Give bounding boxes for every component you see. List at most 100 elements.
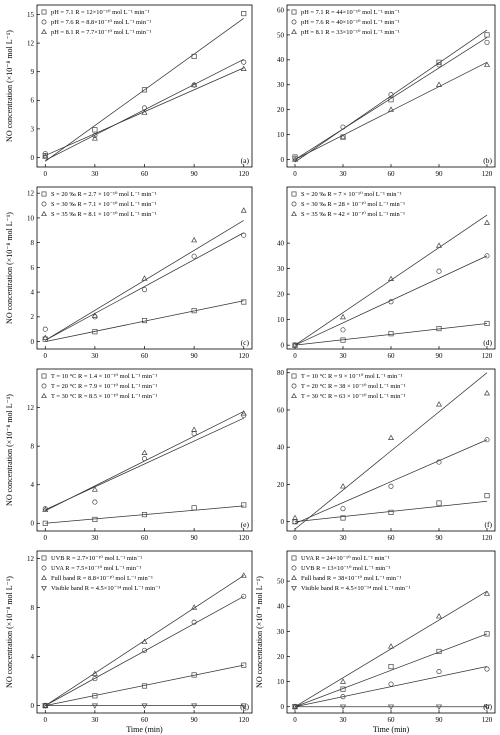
y-tick-label: 10 <box>277 131 285 139</box>
data-point <box>339 678 347 684</box>
data-point <box>388 299 394 305</box>
x-tick-label: 30 <box>340 170 348 178</box>
data-point <box>240 703 247 709</box>
legend-marker <box>41 574 47 581</box>
y-tick-label: 15 <box>27 11 35 19</box>
legend-marker <box>41 28 47 35</box>
x-tick-label: 90 <box>436 716 444 724</box>
x-tick-label: 30 <box>340 352 348 360</box>
y-tick-label: 12 <box>27 190 35 198</box>
x-tick-label: 60 <box>141 170 149 178</box>
x-tick-label: 30 <box>340 716 348 724</box>
data-point <box>92 693 98 699</box>
legend-label: pH = 7.1 R = 12×10⁻¹⁰ mol L⁻¹ min⁻¹ <box>51 9 150 16</box>
legend-label: pH = 8.1 R = 33×10⁻¹⁰ mol L⁻¹ min⁻¹ <box>301 29 400 36</box>
y-tick-label: 6 <box>31 264 35 272</box>
x-tick-label: 60 <box>388 716 396 724</box>
legend-label: UVA R = 24×10⁻¹⁰ mol L⁻¹ min⁻¹ <box>301 555 390 562</box>
data-point <box>388 92 394 98</box>
legend-label: S = 20 ‰ R = 7 × 10⁻¹⁰ mol L⁻¹ min⁻¹ <box>301 191 402 198</box>
y-tick-label: 0 <box>281 518 285 526</box>
legend-label: Visible band R = 4.5×10⁻¹⁴ mol L⁻¹ min⁻¹ <box>301 585 410 592</box>
data-point <box>42 151 48 157</box>
x-tick-label: 30 <box>91 170 99 178</box>
data-point <box>484 437 490 443</box>
data-point <box>388 509 394 515</box>
y-tick-label: 60 <box>277 406 285 414</box>
panel-8: 0 30 60 90 120 0 10 20 30 40 50 NO concentration (×… <box>255 550 496 734</box>
x-tick-label: 0 <box>293 534 297 542</box>
panel-4: 0 30 60 90 120 0 10 20 30 40 (d) S = 20 ‰ R = 7 × 1… <box>277 186 496 360</box>
y-tick-label: 50 <box>277 31 285 39</box>
fit-line <box>45 505 244 524</box>
y-tick-label: 0 <box>281 342 285 350</box>
x-tick-label: 30 <box>91 352 99 360</box>
data-point <box>484 631 490 637</box>
data-point <box>388 681 394 687</box>
y-tick-label: 12 <box>27 555 35 563</box>
y-tick-label: 40 <box>277 603 285 611</box>
data-point <box>484 39 490 45</box>
data-point <box>92 127 98 133</box>
data-point <box>241 593 247 599</box>
data-point <box>241 299 247 305</box>
data-point <box>292 155 298 161</box>
data-point <box>340 124 346 130</box>
legend-label: T = 20 °C R = 7.9 × 10⁻¹⁰ mol L⁻¹ min⁻¹ <box>51 383 157 390</box>
legend-label: Full band R = 8.8×10⁻¹⁰ mol L⁻¹ min⁻¹ <box>51 575 153 582</box>
data-point <box>42 153 49 159</box>
legend-label: T = 10 °C R = 1.4 × 10⁻¹⁰ mol L⁻¹ min⁻¹ <box>51 373 157 380</box>
legend-marker <box>291 392 297 399</box>
data-point <box>339 133 347 140</box>
data-point <box>141 456 148 462</box>
legend-marker <box>41 191 47 197</box>
data-point <box>340 694 346 700</box>
fit-line <box>45 596 244 706</box>
x-tick-label: 0 <box>44 716 48 724</box>
data-point <box>42 326 48 332</box>
data-point <box>436 326 442 332</box>
x-tick-label: 120 <box>482 716 493 724</box>
data-point <box>291 514 299 521</box>
legend-marker <box>41 585 47 592</box>
y-tick-label: 60 <box>277 6 285 14</box>
data-point <box>435 401 443 407</box>
data-point <box>435 704 443 710</box>
x-tick-label: 60 <box>388 170 396 178</box>
data-point <box>191 236 198 243</box>
data-point <box>191 253 197 259</box>
data-point <box>340 515 346 521</box>
data-point <box>141 318 148 324</box>
x-tick-label: 90 <box>436 170 444 178</box>
legend-marker <box>41 555 47 561</box>
panel-6: 0 30 60 90 120 0 20 40 60 80 (f) T = 10 °C R = 9 × … <box>277 368 496 542</box>
panel-1: 0 30 60 90 120 0 3 6 9 12 15 NO concentration (×10⁻… <box>5 4 253 178</box>
y-tick-label: 0 <box>31 154 35 162</box>
data-point <box>340 327 346 333</box>
x-tick-label: 30 <box>91 534 99 542</box>
data-point <box>435 613 443 619</box>
data-point <box>141 109 148 115</box>
legend-label: Full band R = 38×10⁻¹⁰ mol L⁻¹ min⁻¹ <box>301 575 401 582</box>
fit-line <box>294 323 488 346</box>
legend-label: T = 30 °C R = 63 × 10⁻¹⁰ mol L⁻¹ min⁻¹ <box>301 393 406 400</box>
x-tick-label: 90 <box>191 170 199 178</box>
data-point <box>92 133 98 139</box>
y-tick-label: 20 <box>277 291 285 299</box>
y-tick-label: 0 <box>281 156 285 164</box>
data-point <box>240 572 247 578</box>
data-point <box>92 329 98 335</box>
data-point <box>483 219 491 225</box>
data-point <box>483 61 491 67</box>
data-point <box>436 669 442 675</box>
legend-marker <box>291 555 297 561</box>
data-point <box>388 663 394 670</box>
x-tick-label: 0 <box>44 534 48 542</box>
data-point <box>387 106 395 112</box>
data-point <box>340 337 346 343</box>
y-tick-label: 4 <box>31 653 35 661</box>
legend-label: S = 20 ‰ R = 2.7 × 10⁻¹⁰ mol L⁻¹ min⁻¹ <box>51 191 157 198</box>
legend-marker <box>41 201 47 207</box>
y-tick-label: 30 <box>277 81 285 89</box>
fit-line <box>294 214 488 346</box>
